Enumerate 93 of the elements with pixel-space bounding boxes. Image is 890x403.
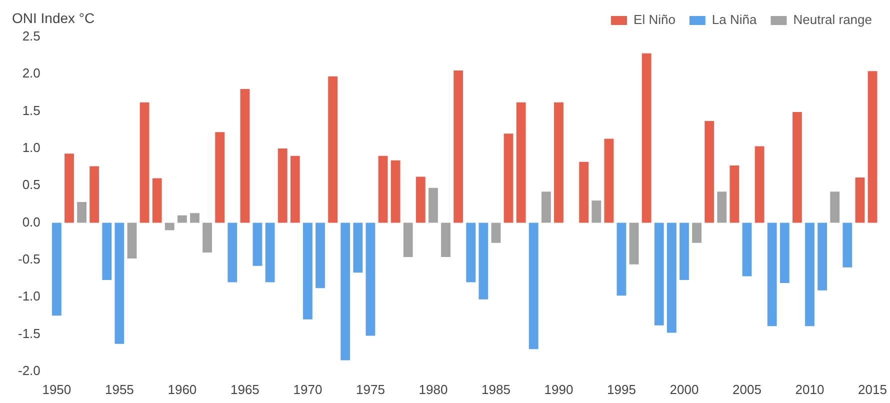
bar	[140, 102, 150, 223]
bar	[77, 202, 86, 223]
bar	[441, 222, 450, 257]
bar	[742, 222, 752, 276]
bar	[855, 177, 865, 223]
x-tick-label: 1960	[168, 382, 197, 397]
bar	[240, 89, 250, 223]
bar	[316, 222, 325, 288]
bar	[680, 222, 689, 280]
x-tick-label: 2000	[670, 382, 699, 397]
bar	[792, 112, 802, 223]
bar	[64, 154, 74, 223]
bar	[52, 222, 62, 316]
bar	[616, 222, 626, 296]
bar	[717, 192, 727, 223]
x-tick-label: 1965	[230, 382, 260, 397]
bar	[830, 192, 840, 223]
y-tick-label: 1.5	[22, 102, 40, 118]
x-tick-label: 1985	[482, 382, 510, 397]
bar	[202, 222, 212, 252]
bar	[478, 222, 488, 300]
bar	[390, 160, 400, 223]
bar	[491, 222, 501, 243]
y-tick-label: 2.5	[22, 28, 40, 44]
bar	[654, 222, 664, 326]
bar	[228, 222, 238, 282]
bar	[466, 222, 476, 282]
bar	[604, 138, 614, 223]
legend-label: Neutral range	[793, 12, 872, 28]
bar	[692, 222, 702, 243]
bar	[290, 156, 300, 223]
x-tick-label: 1980	[418, 382, 448, 397]
x-tick-label: 2010	[795, 382, 824, 397]
bar	[353, 222, 363, 273]
y-tick-label: -2.0	[18, 362, 40, 378]
bar	[403, 222, 413, 257]
x-tick-label: 1955	[104, 382, 134, 397]
bar	[428, 188, 438, 223]
x-tick-label: 1990	[544, 382, 574, 397]
bar	[90, 166, 100, 223]
bar	[579, 162, 589, 223]
bar	[868, 71, 878, 223]
bar	[190, 213, 200, 223]
bar	[767, 222, 777, 326]
bar	[541, 192, 551, 223]
bar	[629, 222, 639, 264]
y-tick-label: 2.0	[22, 66, 40, 81]
bar	[164, 222, 174, 230]
x-tick-label: 1975	[356, 382, 385, 397]
y-tick-label: -1.0	[18, 288, 40, 304]
bar	[554, 102, 564, 223]
bar	[328, 76, 338, 223]
bar	[265, 222, 275, 282]
y-tick-label: -1.5	[18, 326, 40, 341]
legend-label: La Niña	[712, 12, 758, 28]
bar	[252, 222, 262, 266]
bar	[152, 178, 162, 223]
bar	[416, 176, 426, 223]
bar	[730, 166, 740, 223]
bar	[504, 134, 514, 223]
bar	[704, 120, 714, 223]
bar	[666, 222, 676, 333]
y-tick-label: 0.0	[22, 214, 40, 230]
bar	[516, 102, 526, 223]
bar	[454, 70, 464, 223]
bar	[340, 222, 350, 360]
bar	[592, 200, 602, 223]
x-tick-label: 1995	[607, 382, 636, 397]
legend-label: El Niño	[634, 12, 676, 28]
y-axis-title: ONI Index °C	[12, 10, 95, 26]
bar	[215, 132, 225, 223]
y-tick-label: -0.5	[18, 252, 40, 267]
bar	[805, 222, 814, 326]
bar	[378, 156, 388, 223]
y-tick-label: 1.0	[22, 140, 40, 156]
x-tick-label: 2015	[858, 382, 887, 397]
bar	[102, 222, 112, 280]
bar	[366, 222, 376, 336]
bar	[278, 148, 288, 223]
bar	[842, 222, 852, 268]
bar	[177, 215, 187, 223]
bar	[114, 222, 124, 344]
bar	[754, 146, 764, 223]
bar	[302, 222, 312, 320]
bar	[127, 222, 137, 258]
x-tick-label: 1950	[42, 382, 72, 397]
x-tick-label: 1970	[293, 382, 322, 397]
y-tick-label: 0.5	[22, 177, 40, 192]
bar	[780, 222, 790, 283]
bar	[818, 222, 828, 290]
bar	[528, 222, 538, 350]
bar	[642, 53, 652, 223]
x-tick-label: 2005	[732, 382, 762, 397]
